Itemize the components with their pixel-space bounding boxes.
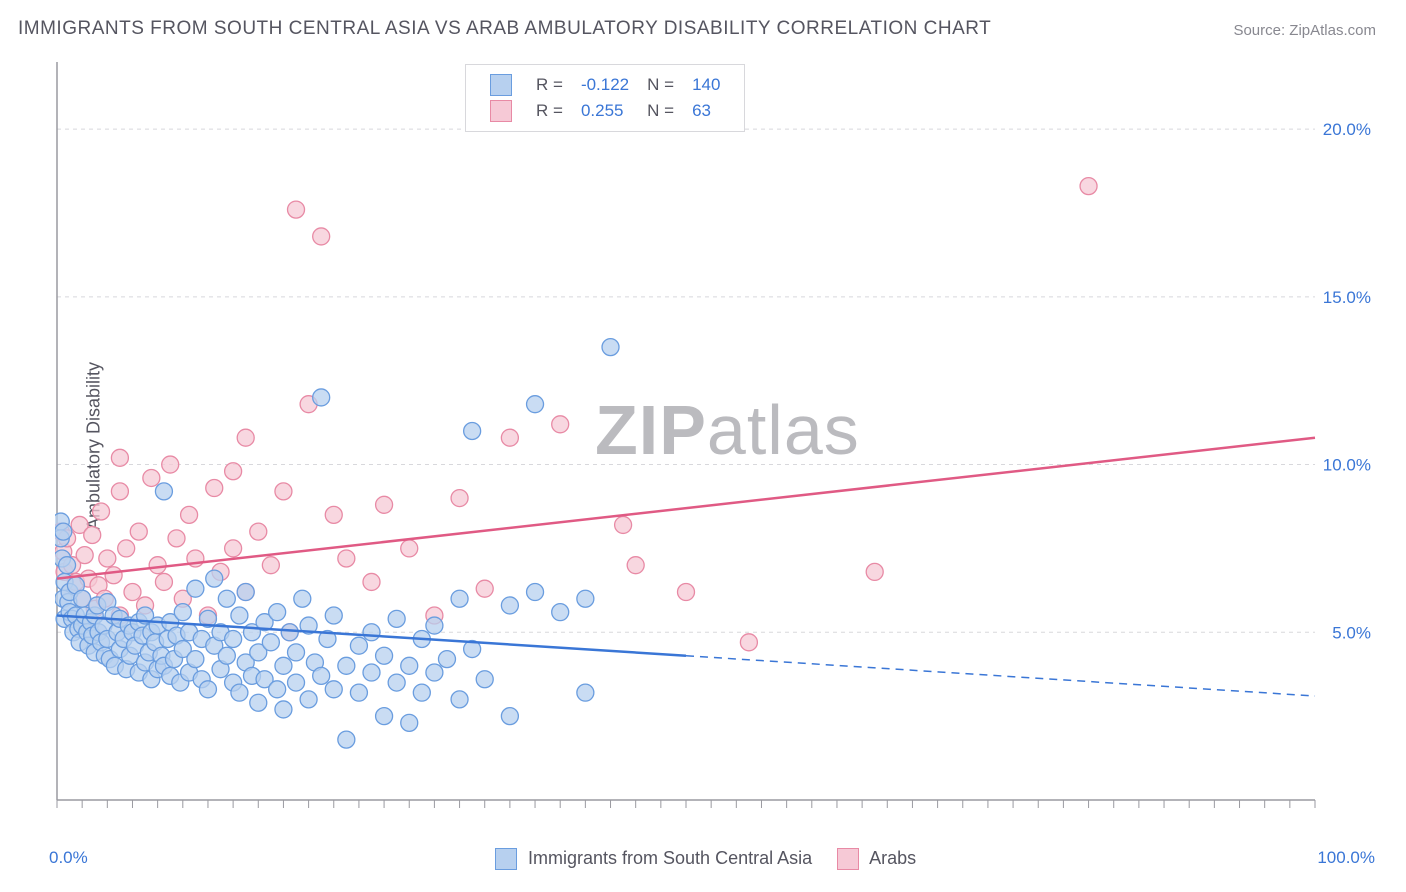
blue-series-label: Immigrants from South Central Asia [528, 848, 812, 868]
blue-swatch-icon [495, 848, 517, 870]
chart-plot-area: 5.0%10.0%15.0%20.0% ZIPatlas R = -0.122 … [55, 60, 1375, 830]
pink-swatch-icon [490, 100, 512, 122]
svg-text:5.0%: 5.0% [1332, 623, 1371, 642]
x-axis-max-label: 100.0% [1317, 848, 1375, 868]
blue-swatch-icon [490, 74, 512, 96]
pink-swatch-icon [837, 848, 859, 870]
svg-text:20.0%: 20.0% [1323, 120, 1371, 139]
svg-text:15.0%: 15.0% [1323, 288, 1371, 307]
series-legend: Immigrants from South Central Asia Arabs [475, 848, 916, 870]
chart-title: IMMIGRANTS FROM SOUTH CENTRAL ASIA VS AR… [18, 18, 991, 40]
scatter-chart-svg: 5.0% 10.0% 15.0% 20.0% [55, 60, 1375, 830]
svg-text:10.0%: 10.0% [1323, 456, 1371, 475]
pink-series-label: Arabs [869, 848, 916, 868]
x-axis-min-label: 0.0% [49, 848, 88, 868]
legend-row-blue: R = -0.122 N = 140 [482, 73, 728, 97]
correlation-legend: R = -0.122 N = 140 R = 0.255 N = 63 [465, 64, 745, 132]
source-attribution: Source: ZipAtlas.com [1233, 22, 1376, 39]
legend-row-pink: R = 0.255 N = 63 [482, 99, 728, 123]
